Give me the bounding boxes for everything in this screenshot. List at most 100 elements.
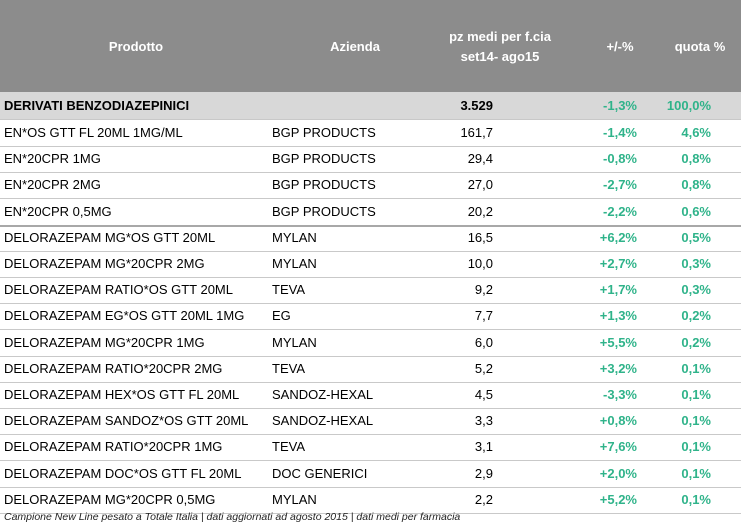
pz-cell: 4,5: [474, 387, 493, 402]
var-cell: +5,2%: [599, 491, 637, 507]
pz-cell: 10,0: [467, 256, 493, 271]
var-cell: +1,7%: [599, 282, 637, 298]
product-cell: EN*20CPR 2MG: [4, 177, 101, 193]
product-cell: DELORAZEPAM SANDOZ*OS GTT 20ML: [4, 413, 249, 429]
table-row: DELORAZEPAM MG*OS GTT 20ML MYLAN 16,5 +6,2%…: [0, 225, 741, 252]
table-row: DELORAZEPAM MG*20CPR 2MG MYLAN 10,0 +2,7% 0,…: [0, 251, 741, 278]
pz-cell: 5,2: [474, 360, 493, 376]
product-cell: DELORAZEPAM DOC*OS GTT FL 20ML: [4, 465, 242, 481]
footer-note: Campione New Line pesato a Totale Italia…: [4, 511, 461, 523]
share-cell: 0,1%: [681, 387, 711, 402]
var-cell: -3,3%: [603, 387, 637, 402]
pz-cell: 7,7: [474, 308, 493, 324]
table-row: DELORAZEPAM DOC*OS GTT FL 20ML DOC GENERI…: [0, 461, 741, 488]
pz-cell: 29,4: [467, 151, 493, 167]
table-row: DELORAZEPAM RATIO*20CPR 1MG TEVA 3,1 +7,6% 0…: [0, 434, 741, 462]
table-row: DELORAZEPAM EG*OS GTT 20ML 1MG EG 7,7 +1,3%…: [0, 303, 741, 331]
share-cell: 0,6%: [681, 203, 711, 219]
header-share: quota %: [674, 39, 726, 54]
var-cell: -1,4%: [603, 125, 637, 140]
table-row: EN*20CPR 2MG BGP PRODUCTS 27,0 -2,7% 0,8%: [0, 172, 741, 200]
share-cell: 0,8%: [681, 177, 711, 193]
share-cell: 0,3%: [681, 256, 711, 271]
share-cell: 0,2%: [681, 334, 711, 350]
share-cell: 0,1%: [681, 413, 711, 429]
product-cell: EN*20CPR 1MG: [4, 151, 101, 167]
table-row: DELORAZEPAM RATIO*20CPR 2MG TEVA 5,2 +3,2% 0…: [0, 356, 741, 383]
table-row: DELORAZEPAM MG*20CPR 0,5MG MYLAN 2,2 +5,2% 0…: [0, 487, 741, 514]
product-cell: DELORAZEPAM RATIO*OS GTT 20ML: [4, 282, 233, 298]
pz-cell: 27,0: [467, 177, 493, 193]
category-share: 100,0%: [666, 98, 711, 113]
share-cell: 0,1%: [681, 465, 711, 481]
share-cell: 4,6%: [681, 125, 711, 140]
company-cell: BGP PRODUCTS: [272, 177, 376, 193]
var-cell: +0,8%: [599, 413, 637, 429]
pz-cell: 16,5: [467, 229, 493, 245]
product-cell: DELORAZEPAM HEX*OS GTT FL 20ML: [4, 387, 240, 402]
pz-cell: 3,1: [474, 439, 493, 455]
pz-cell: 6,0: [474, 334, 493, 350]
product-cell: DELORAZEPAM RATIO*20CPR 1MG: [4, 439, 223, 455]
var-cell: +3,2%: [599, 360, 637, 376]
product-cell: DELORAZEPAM MG*OS GTT 20ML: [4, 229, 216, 245]
company-cell: DOC GENERICI: [272, 465, 368, 481]
share-cell: 0,1%: [681, 360, 711, 376]
category-name: DERIVATI BENZODIAZEPINICI: [4, 98, 190, 113]
var-cell: +2,7%: [599, 256, 637, 271]
table-row: DELORAZEPAM HEX*OS GTT FL 20ML SANDOZ-HEX…: [0, 382, 741, 409]
table-row: DELORAZEPAM SANDOZ*OS GTT 20ML SANDOZ-HEX…: [0, 408, 741, 436]
var-cell: -2,2%: [603, 203, 637, 219]
var-cell: +6,2%: [599, 229, 637, 245]
header-company: Azienda: [330, 39, 380, 54]
category-var: -1,3%: [603, 98, 637, 113]
product-cell: DELORAZEPAM MG*20CPR 2MG: [4, 256, 205, 271]
var-cell: +7,6%: [599, 439, 637, 455]
pz-cell: 161,7: [460, 125, 493, 140]
category-row: DERIVATI BENZODIAZEPINICI 3.529 -1,3% 10…: [0, 92, 741, 120]
share-cell: 0,5%: [681, 229, 711, 245]
product-cell: DELORAZEPAM EG*OS GTT 20ML 1MG: [4, 308, 245, 324]
share-cell: 0,8%: [681, 151, 711, 167]
company-cell: SANDOZ-HEXAL: [272, 387, 374, 402]
product-cell: EN*20CPR 0,5MG: [4, 203, 112, 219]
product-cell: EN*OS GTT FL 20ML 1MG/ML: [4, 125, 183, 140]
header-var: +/-%: [606, 39, 634, 54]
table-row: DELORAZEPAM RATIO*OS GTT 20ML TEVA 9,2 +1,7…: [0, 277, 741, 305]
pz-cell: 2,9: [474, 465, 493, 481]
var-cell: -2,7%: [603, 177, 637, 193]
pz-cell: 2,2: [474, 491, 493, 507]
table-row: DELORAZEPAM MG*20CPR 1MG MYLAN 6,0 +5,5% 0,2…: [0, 330, 741, 357]
company-cell: SANDOZ-HEXAL: [272, 413, 374, 429]
company-cell: MYLAN: [272, 334, 317, 350]
var-cell: +2,0%: [599, 465, 637, 481]
table-row: EN*20CPR 0,5MG BGP PRODUCTS 20,2 -2,2% 0,6%: [0, 199, 741, 227]
product-cell: DELORAZEPAM RATIO*20CPR 2MG: [4, 360, 223, 376]
pz-cell: 3,3: [474, 413, 493, 429]
company-cell: BGP PRODUCTS: [272, 203, 376, 219]
header-pz-line1: pz medi per f.cia: [449, 29, 551, 44]
company-cell: MYLAN: [272, 229, 317, 245]
product-cell: DELORAZEPAM MG*20CPR 1MG: [4, 334, 205, 350]
company-cell: MYLAN: [272, 256, 317, 271]
share-cell: 0,3%: [681, 282, 711, 298]
var-cell: -0,8%: [603, 151, 637, 167]
company-cell: BGP PRODUCTS: [272, 151, 376, 167]
header-product: Prodotto: [108, 39, 164, 54]
share-cell: 0,2%: [681, 308, 711, 324]
pz-cell: 9,2: [474, 282, 493, 298]
company-cell: TEVA: [272, 282, 305, 298]
product-cell: DELORAZEPAM MG*20CPR 0,5MG: [4, 491, 216, 507]
header-pz-line2: set14- ago15: [460, 49, 540, 64]
header-pz: pz medi per f.cia set14- ago15: [430, 27, 570, 67]
company-cell: TEVA: [272, 439, 305, 455]
company-cell: TEVA: [272, 360, 305, 376]
company-cell: EG: [272, 308, 291, 324]
table-header: Prodotto Azienda pz medi per f.cia set14…: [0, 0, 741, 92]
var-cell: +1,3%: [599, 308, 637, 324]
share-cell: 0,1%: [681, 491, 711, 507]
pz-cell: 20,2: [467, 203, 493, 219]
share-cell: 0,1%: [681, 439, 711, 455]
table-row: EN*20CPR 1MG BGP PRODUCTS 29,4 -0,8% 0,8%: [0, 146, 741, 174]
category-pz: 3.529: [460, 98, 493, 113]
